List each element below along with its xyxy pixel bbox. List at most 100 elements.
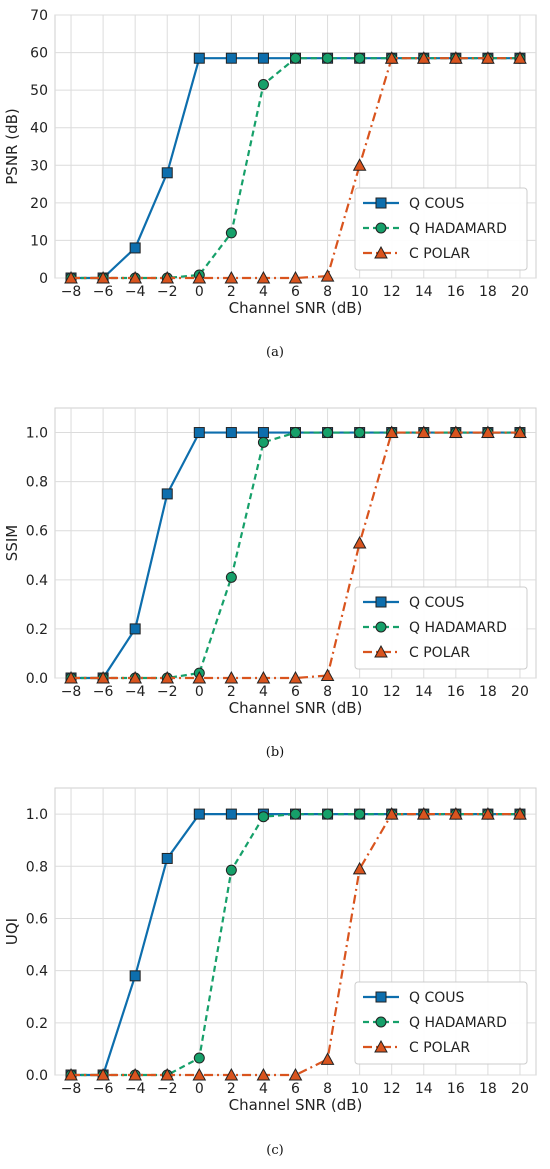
y-tick-label: 0.2	[26, 1016, 48, 1032]
data-point	[257, 79, 269, 91]
x-tick-label: 4	[259, 1081, 268, 1097]
x-tick-label: 2	[227, 1081, 236, 1097]
data-point	[354, 808, 366, 820]
data-point	[64, 670, 78, 684]
y-tick-label: 20	[30, 196, 48, 212]
series-c-polar	[64, 807, 527, 1081]
x-tick-label: 18	[479, 684, 497, 700]
y-tick-label: 0.0	[26, 671, 48, 687]
data-point	[322, 427, 334, 439]
legend-label: Q COUS	[409, 595, 465, 611]
x-tick-label: −2	[157, 684, 178, 700]
data-point	[161, 167, 173, 179]
data-point	[290, 808, 301, 820]
x-tick-label: 2	[227, 684, 236, 700]
y-tick-label: 30	[30, 158, 48, 174]
data-point	[352, 158, 367, 171]
data-point	[416, 807, 431, 820]
data-point	[225, 808, 237, 820]
chart-panel-b: −8 −6 −4 −2 0 2 4 6 8 10 12 14 16 18 20 0.0 0.2 0.4 0.6 0.8…	[0, 390, 550, 770]
x-axis-label: Channel SNR (dB)	[229, 699, 363, 717]
x-tick-label: −6	[93, 1081, 114, 1097]
y-tick-label: 1.0	[26, 426, 48, 442]
data-point	[448, 425, 463, 439]
legend-label: Q HADAMARD	[409, 1015, 507, 1031]
y-tick-label: 1.0	[26, 807, 48, 823]
legend-marker	[375, 991, 387, 1003]
y-tick-label: 0.2	[26, 622, 48, 638]
x-tick-label: 12	[383, 284, 401, 300]
y-tick-label: 0.6	[26, 524, 48, 540]
data-point	[96, 670, 110, 684]
x-tick-label: −4	[125, 284, 146, 300]
data-point	[352, 861, 367, 875]
caption-a: (a)	[266, 345, 284, 360]
data-point	[288, 270, 303, 284]
data-point	[192, 1067, 207, 1081]
data-point	[193, 808, 205, 820]
data-point	[384, 425, 399, 439]
data-point	[384, 51, 399, 64]
legend-marker	[375, 222, 387, 234]
chart-panel-a: −8 −6 −4 −2 0 2 4 6 8 10 12 14 16 18 20 0 10 20 30 40 50 60 70…	[0, 0, 550, 390]
x-tick-label: 4	[259, 684, 268, 700]
x-tick-label: 8	[323, 1081, 332, 1097]
data-point	[225, 427, 237, 439]
x-tick-label: −2	[157, 284, 178, 300]
legend-label: Q HADAMARD	[409, 221, 507, 237]
data-point	[354, 52, 366, 64]
legend: Q COUS Q HADAMARD C POLAR	[354, 981, 528, 1065]
data-point	[448, 51, 463, 64]
data-point	[257, 811, 269, 823]
data-point	[64, 1067, 78, 1081]
x-tick-label: 18	[479, 1081, 497, 1097]
x-tick-label: 2	[227, 284, 236, 300]
x-tick-label: 0	[195, 1081, 204, 1097]
x-tick-label: −6	[93, 684, 114, 700]
data-point	[481, 51, 495, 64]
data-point	[320, 269, 335, 282]
data-point	[128, 1067, 143, 1081]
legend-label: C POLAR	[409, 1040, 470, 1056]
y-axis-label: UQI	[3, 918, 21, 945]
series-line	[71, 812, 520, 1077]
series-c-polar	[64, 51, 527, 284]
data-point	[161, 488, 173, 500]
legend-marker	[374, 1039, 388, 1053]
legend-label: Q COUS	[409, 990, 465, 1006]
x-tick-label: 16	[447, 1081, 465, 1097]
data-point	[322, 808, 334, 820]
x-tick-label: −8	[61, 1081, 82, 1097]
data-point	[225, 864, 237, 876]
data-point	[160, 670, 175, 684]
series-c-polar	[64, 425, 527, 684]
psnr-chart: −8 −6 −4 −2 0 2 4 6 8 10 12 14 16 18 20 0 10 20 30 40 50 60 70…	[3, 8, 537, 317]
x-tick-label: −8	[61, 284, 82, 300]
data-point	[224, 1067, 239, 1081]
data-point	[322, 52, 334, 64]
x-tick-label: 10	[351, 284, 369, 300]
data-point	[129, 623, 141, 635]
x-tick-label: 6	[291, 284, 300, 300]
y-tick-label: 0.8	[26, 475, 48, 491]
x-tick-label: −8	[61, 684, 82, 700]
series-line	[71, 812, 520, 1077]
chart-panel-c: −8 −6 −4 −2 0 2 4 6 8 10 12 14 16 18 20 0.0 0.2 0.4 0.6 0.8…	[0, 770, 550, 1169]
data-point	[320, 1052, 335, 1065]
data-point	[225, 571, 237, 583]
x-tick-label: 14	[415, 1081, 433, 1097]
data-point	[288, 1067, 303, 1081]
x-tick-label: 6	[291, 684, 300, 700]
data-point	[354, 427, 366, 439]
data-point	[448, 807, 463, 820]
x-tick-label: 8	[323, 284, 332, 300]
legend-label: Q COUS	[409, 196, 465, 212]
data-point	[160, 1067, 175, 1081]
data-point	[128, 670, 143, 684]
y-tick-label: 0.4	[26, 573, 48, 589]
data-point	[160, 270, 175, 284]
x-tick-label: 20	[511, 684, 529, 700]
uqi-chart: −8 −6 −4 −2 0 2 4 6 8 10 12 14 16 18 20 0.0 0.2 0.4 0.6 0.8…	[3, 787, 537, 1114]
data-point	[513, 807, 527, 820]
x-axis-label: Channel SNR (dB)	[229, 299, 363, 317]
